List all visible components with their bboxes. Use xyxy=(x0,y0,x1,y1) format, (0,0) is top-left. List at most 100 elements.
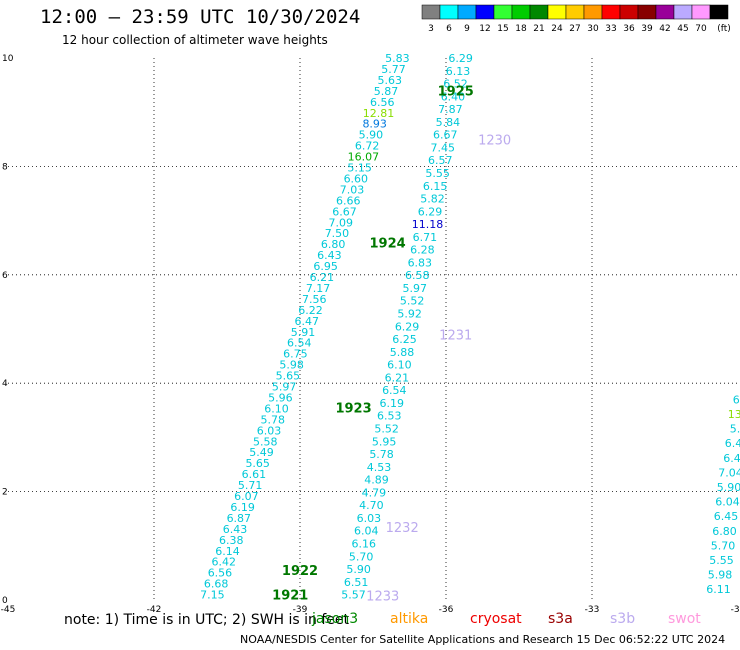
wave-height-label: 6.66 xyxy=(336,194,361,207)
scale-swatch xyxy=(511,4,531,20)
wave-height-label: 5.52 xyxy=(400,295,425,308)
satellite-legend-item: cryosat xyxy=(470,611,522,627)
wave-height-label: 7.15 xyxy=(200,589,225,602)
wave-height-label: 5.90 xyxy=(359,129,384,142)
wave-height-label: 5.84 xyxy=(436,116,461,129)
wave-height-label: 5.77 xyxy=(381,63,406,76)
y-tick-label: 10 xyxy=(2,54,14,64)
scale-label: 33 xyxy=(605,24,616,34)
scale-swatch xyxy=(637,4,657,20)
wave-height-label: 6.19 xyxy=(230,501,255,514)
wave-height-label: 7.03 xyxy=(340,183,365,196)
wave-height-label: 5.87 xyxy=(374,85,399,98)
x-tick-label: -42 xyxy=(147,605,162,615)
wave-height-label: 6.29 xyxy=(395,320,420,333)
scale-swatch xyxy=(583,4,603,20)
wave-height-label: 13. xyxy=(728,408,740,421)
wave-height-label: 7.09 xyxy=(328,216,353,229)
y-tick-label: 0 xyxy=(2,596,8,606)
wave-height-label: 7.50 xyxy=(325,227,350,240)
pass-time-label: 1925 xyxy=(438,85,474,100)
wave-height-label: 6.11 xyxy=(706,583,731,596)
wave-height-label: 6.10 xyxy=(264,402,289,415)
wave-height-label: 4.70 xyxy=(359,499,384,512)
wave-height-label: 5.63 xyxy=(378,74,403,87)
y-tick-label: 2 xyxy=(2,488,8,498)
x-tick-label: -45 xyxy=(1,605,16,615)
scale-label: 18 xyxy=(515,24,527,34)
wave-height-label: 5.55 xyxy=(709,554,734,567)
wave-height-label: 6.07 xyxy=(234,490,259,503)
scale-unit: (ft) xyxy=(717,24,731,34)
wave-height-label: 6.58 xyxy=(405,269,430,282)
scale-label: 39 xyxy=(641,24,653,34)
map-title: 12:00 – 23:59 UTC 10/30/2024 xyxy=(40,6,361,28)
wave-height-label: 5.90 xyxy=(346,563,371,576)
scale-label: 70 xyxy=(695,24,707,34)
wave-height-label: 7.45 xyxy=(431,141,456,154)
wave-height-label: 6. xyxy=(733,393,740,406)
wave-height-label: 6.52 xyxy=(443,78,468,91)
wave-height-label: 5.98 xyxy=(708,569,733,582)
wave-height-label: 6.22 xyxy=(298,304,323,317)
scale-swatch xyxy=(565,4,585,20)
wave-height-label: 6.03 xyxy=(357,512,382,525)
wave-height-label: 6.40 xyxy=(441,90,466,103)
y-tick-label: 6 xyxy=(2,271,8,281)
pass-time-label: 1921 xyxy=(272,589,308,604)
wave-height-label: 6.29 xyxy=(448,52,473,65)
wave-height-label: 6.83 xyxy=(408,256,433,269)
wave-height-label: 4.89 xyxy=(364,474,389,487)
wave-height-label: 5.78 xyxy=(369,448,394,461)
scale-label: 12 xyxy=(479,24,490,34)
wave-height-label: 16.07 xyxy=(348,151,380,164)
wave-height-label: 6.56 xyxy=(370,96,395,109)
wave-height-label: 6.67 xyxy=(332,205,357,218)
wave-height-label: 5.91 xyxy=(291,326,316,339)
credit-line: NOAA/NESDIS Center for Satellite Applica… xyxy=(240,633,726,646)
scale-label: 21 xyxy=(533,24,544,34)
scale-swatch xyxy=(619,4,639,20)
wave-height-label: 6.47 xyxy=(295,315,320,328)
pass-time-label: 1230 xyxy=(478,133,511,148)
wave-height-label: 6.4 xyxy=(725,437,740,450)
wave-height-label: 5.78 xyxy=(261,413,286,426)
wave-height-label: 5.70 xyxy=(349,550,374,563)
wave-height-label: 6.25 xyxy=(392,333,417,346)
wave-height-label: 5.65 xyxy=(245,457,270,470)
scale-label: 42 xyxy=(659,24,670,34)
satellite-legend-item: jason3 xyxy=(312,611,359,627)
scale-label: 6 xyxy=(446,24,452,34)
scale-label: 9 xyxy=(464,24,470,34)
wave-height-label: 6.56 xyxy=(208,567,233,580)
scale-swatch xyxy=(529,4,549,20)
pass-time-label: 1923 xyxy=(335,402,371,417)
scale-swatch xyxy=(475,4,495,20)
wave-height-label: 5.70 xyxy=(711,539,736,552)
pass-time-label: 1232 xyxy=(386,521,419,536)
wave-height-label: 6.75 xyxy=(283,348,308,361)
wave-height-label: 6.15 xyxy=(423,180,448,193)
wave-height-label: 6.45 xyxy=(714,510,739,523)
wave-height-label: 5.83 xyxy=(385,52,410,65)
wave-height-label: 6.4 xyxy=(723,452,740,465)
wave-height-label: 5.52 xyxy=(374,422,399,435)
scale-swatch xyxy=(439,4,459,20)
wave-height-label: 6.04 xyxy=(354,525,379,538)
pass-time-label: 1922 xyxy=(282,564,318,579)
wave-height-label: 5.49 xyxy=(249,446,274,459)
wave-height-label: 6.60 xyxy=(344,172,369,185)
wave-height-label: 6.67 xyxy=(433,129,458,142)
wave-height-label: 6.57 xyxy=(428,154,453,167)
x-tick-label: -36 xyxy=(439,605,454,615)
wave-height-label: 6.03 xyxy=(257,424,282,437)
wave-height-label: 5.15 xyxy=(347,162,372,175)
x-tick-label: -39 xyxy=(293,605,308,615)
scale-swatch xyxy=(547,4,567,20)
wave-height-label: 6.04 xyxy=(715,496,740,509)
wave-height-label: 5.90 xyxy=(717,481,740,494)
wave-height-label: 6.51 xyxy=(344,576,369,589)
scale-swatch xyxy=(691,4,711,20)
